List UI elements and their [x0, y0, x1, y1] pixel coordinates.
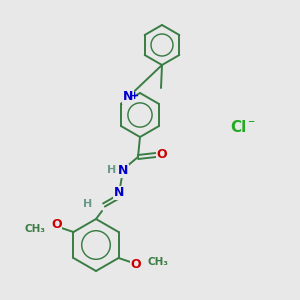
- Text: N: N: [123, 90, 133, 103]
- Text: O: O: [51, 218, 62, 232]
- Text: H: H: [83, 199, 92, 209]
- Text: ⁻: ⁻: [247, 117, 254, 131]
- Text: N: N: [114, 187, 124, 200]
- Text: O: O: [130, 259, 141, 272]
- Text: H: H: [107, 165, 116, 175]
- Text: +: +: [130, 91, 139, 101]
- Text: O: O: [157, 148, 167, 161]
- Text: Cl: Cl: [230, 120, 246, 135]
- Text: N: N: [118, 164, 128, 178]
- Text: CH₃: CH₃: [25, 224, 46, 234]
- Text: CH₃: CH₃: [148, 257, 169, 267]
